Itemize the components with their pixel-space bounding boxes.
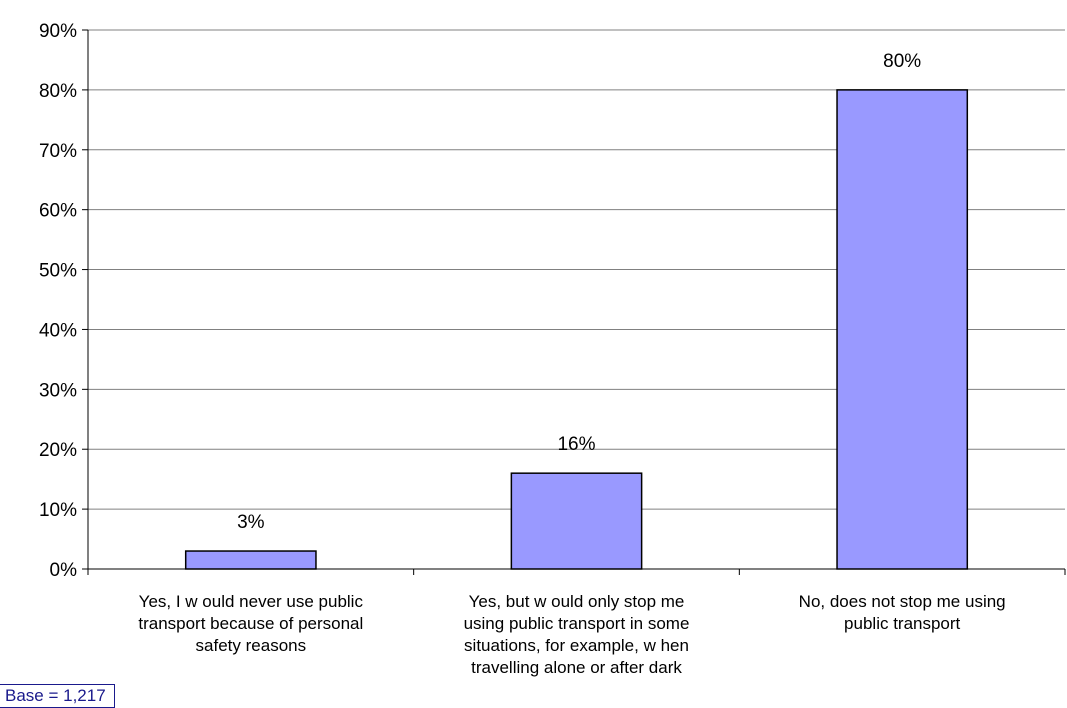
y-tick-label: 40%: [39, 320, 77, 341]
bar: [836, 89, 969, 570]
data-label: 3%: [237, 512, 265, 533]
bar: [184, 550, 317, 570]
category-label-line: using public transport in some: [464, 614, 690, 633]
category-label-line: Yes, but w ould only stop me: [469, 592, 685, 611]
category-label: No, does not stop me using public transpo…: [799, 592, 1006, 633]
base-note: Base = 1,217: [0, 684, 115, 708]
category-label: Yes, I w ould never use public transport …: [138, 592, 363, 655]
y-tick-label: 0%: [50, 560, 78, 581]
category-label-line: No, does not stop me using: [799, 592, 1006, 611]
y-tick-label: 60%: [39, 201, 77, 222]
data-label: 16%: [557, 434, 595, 455]
category-label-line: transport because of personal: [138, 614, 363, 633]
category-label-line: safety reasons: [196, 636, 307, 655]
y-tick-label: 30%: [39, 380, 77, 401]
y-tick-label: 70%: [39, 141, 77, 162]
category-label-line: travelling alone or after dark: [471, 658, 682, 677]
y-tick-label: 80%: [39, 81, 77, 102]
category-label-line: public transport: [844, 614, 961, 633]
y-tick-label: 50%: [39, 261, 77, 282]
y-tick-label: 20%: [39, 440, 77, 461]
category-label: Yes, but w ould only stop me using public…: [464, 592, 690, 677]
y-tick-label: 10%: [39, 500, 77, 521]
bar: [510, 472, 643, 570]
category-label-line: situations, for example, w hen: [464, 636, 689, 655]
data-label: 80%: [883, 51, 921, 72]
y-tick-label: 90%: [39, 21, 77, 42]
category-label-line: Yes, I w ould never use public: [139, 592, 364, 611]
